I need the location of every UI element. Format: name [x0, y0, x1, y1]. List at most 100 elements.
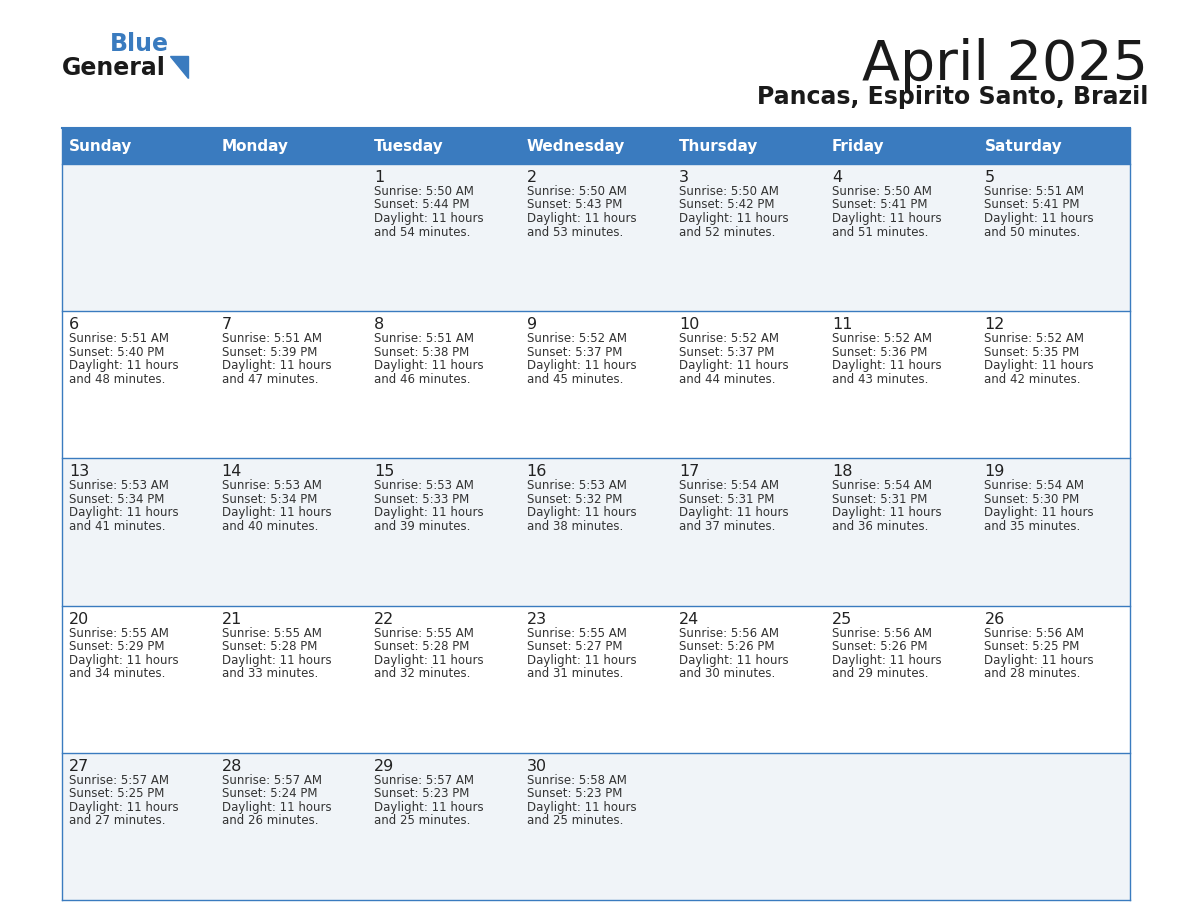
Text: 15: 15 — [374, 465, 394, 479]
Bar — [367, 128, 519, 164]
Text: and 54 minutes.: and 54 minutes. — [374, 226, 470, 239]
Text: Daylight: 11 hours: Daylight: 11 hours — [832, 654, 941, 666]
Text: 30: 30 — [526, 759, 546, 774]
Text: Sunrise: 5:50 AM: Sunrise: 5:50 AM — [526, 185, 626, 198]
Text: and 35 minutes.: and 35 minutes. — [985, 520, 1081, 533]
Text: Monday: Monday — [222, 139, 289, 153]
Text: and 29 minutes.: and 29 minutes. — [832, 667, 928, 680]
Text: 22: 22 — [374, 611, 394, 627]
Text: Daylight: 11 hours: Daylight: 11 hours — [222, 800, 331, 813]
Text: Wednesday: Wednesday — [526, 139, 625, 153]
Text: and 33 minutes.: and 33 minutes. — [222, 667, 318, 680]
Text: 24: 24 — [680, 611, 700, 627]
Text: and 52 minutes.: and 52 minutes. — [680, 226, 776, 239]
Bar — [62, 753, 215, 900]
Text: Sunrise: 5:57 AM: Sunrise: 5:57 AM — [374, 774, 474, 787]
Bar — [215, 753, 367, 900]
Text: 13: 13 — [69, 465, 89, 479]
Text: Sunset: 5:30 PM: Sunset: 5:30 PM — [985, 493, 1080, 506]
Bar — [367, 606, 519, 753]
Text: Sunset: 5:35 PM: Sunset: 5:35 PM — [985, 346, 1080, 359]
Bar — [62, 606, 215, 753]
Text: Sunset: 5:23 PM: Sunset: 5:23 PM — [526, 788, 623, 800]
Text: Sunrise: 5:54 AM: Sunrise: 5:54 AM — [680, 479, 779, 492]
Text: Sunset: 5:40 PM: Sunset: 5:40 PM — [69, 346, 164, 359]
Text: and 26 minutes.: and 26 minutes. — [222, 814, 318, 827]
Text: 12: 12 — [985, 318, 1005, 332]
Text: April 2025: April 2025 — [862, 38, 1148, 92]
Text: Sunrise: 5:56 AM: Sunrise: 5:56 AM — [985, 627, 1085, 640]
Bar — [978, 128, 1130, 164]
Bar — [824, 164, 978, 311]
Bar — [215, 458, 367, 606]
Text: Sunset: 5:37 PM: Sunset: 5:37 PM — [680, 346, 775, 359]
Text: Sunrise: 5:52 AM: Sunrise: 5:52 AM — [985, 332, 1085, 345]
Text: General: General — [62, 56, 166, 80]
Text: Sunset: 5:25 PM: Sunset: 5:25 PM — [69, 788, 164, 800]
Bar — [62, 311, 215, 458]
Bar — [672, 753, 824, 900]
Text: Sunset: 5:31 PM: Sunset: 5:31 PM — [832, 493, 927, 506]
Bar — [367, 164, 519, 311]
Text: Sunset: 5:34 PM: Sunset: 5:34 PM — [222, 493, 317, 506]
Text: Sunset: 5:37 PM: Sunset: 5:37 PM — [526, 346, 623, 359]
Text: Sunrise: 5:52 AM: Sunrise: 5:52 AM — [680, 332, 779, 345]
Text: and 43 minutes.: and 43 minutes. — [832, 373, 928, 386]
Bar — [672, 164, 824, 311]
Text: Daylight: 11 hours: Daylight: 11 hours — [985, 212, 1094, 225]
Text: Sunrise: 5:52 AM: Sunrise: 5:52 AM — [526, 332, 627, 345]
Text: Daylight: 11 hours: Daylight: 11 hours — [69, 654, 178, 666]
Text: Daylight: 11 hours: Daylight: 11 hours — [69, 359, 178, 372]
Text: Sunset: 5:32 PM: Sunset: 5:32 PM — [526, 493, 623, 506]
Text: Sunrise: 5:55 AM: Sunrise: 5:55 AM — [374, 627, 474, 640]
Text: Friday: Friday — [832, 139, 885, 153]
Polygon shape — [170, 56, 188, 78]
Bar — [215, 128, 367, 164]
Text: 3: 3 — [680, 170, 689, 185]
Text: Sunset: 5:31 PM: Sunset: 5:31 PM — [680, 493, 775, 506]
Bar — [824, 458, 978, 606]
Text: Sunset: 5:25 PM: Sunset: 5:25 PM — [985, 640, 1080, 653]
Text: Sunrise: 5:53 AM: Sunrise: 5:53 AM — [526, 479, 626, 492]
Text: 16: 16 — [526, 465, 548, 479]
Text: Daylight: 11 hours: Daylight: 11 hours — [222, 359, 331, 372]
Text: Sunrise: 5:56 AM: Sunrise: 5:56 AM — [832, 627, 931, 640]
Text: Daylight: 11 hours: Daylight: 11 hours — [832, 359, 941, 372]
Text: 8: 8 — [374, 318, 385, 332]
Bar — [519, 753, 672, 900]
Text: 4: 4 — [832, 170, 842, 185]
Text: Sunset: 5:41 PM: Sunset: 5:41 PM — [985, 198, 1080, 211]
Text: and 51 minutes.: and 51 minutes. — [832, 226, 928, 239]
Text: and 25 minutes.: and 25 minutes. — [526, 814, 623, 827]
Text: Sunday: Sunday — [69, 139, 132, 153]
Text: Daylight: 11 hours: Daylight: 11 hours — [680, 507, 789, 520]
Text: and 42 minutes.: and 42 minutes. — [985, 373, 1081, 386]
Text: 28: 28 — [222, 759, 242, 774]
Text: Daylight: 11 hours: Daylight: 11 hours — [374, 212, 484, 225]
Bar — [519, 311, 672, 458]
Text: Daylight: 11 hours: Daylight: 11 hours — [832, 507, 941, 520]
Text: Sunrise: 5:53 AM: Sunrise: 5:53 AM — [374, 479, 474, 492]
Text: Sunset: 5:41 PM: Sunset: 5:41 PM — [832, 198, 928, 211]
Bar — [62, 458, 215, 606]
Text: Sunset: 5:26 PM: Sunset: 5:26 PM — [680, 640, 775, 653]
Bar — [824, 606, 978, 753]
Bar — [978, 164, 1130, 311]
Text: 1: 1 — [374, 170, 385, 185]
Bar — [519, 164, 672, 311]
Text: Sunrise: 5:50 AM: Sunrise: 5:50 AM — [374, 185, 474, 198]
Text: Sunset: 5:36 PM: Sunset: 5:36 PM — [832, 346, 927, 359]
Bar — [519, 606, 672, 753]
Text: Daylight: 11 hours: Daylight: 11 hours — [526, 800, 637, 813]
Text: Daylight: 11 hours: Daylight: 11 hours — [526, 507, 637, 520]
Text: Sunrise: 5:53 AM: Sunrise: 5:53 AM — [69, 479, 169, 492]
Text: and 32 minutes.: and 32 minutes. — [374, 667, 470, 680]
Text: 10: 10 — [680, 318, 700, 332]
Text: Sunset: 5:29 PM: Sunset: 5:29 PM — [69, 640, 164, 653]
Text: 19: 19 — [985, 465, 1005, 479]
Text: 17: 17 — [680, 465, 700, 479]
Text: 7: 7 — [222, 318, 232, 332]
Text: and 38 minutes.: and 38 minutes. — [526, 520, 623, 533]
Bar — [672, 606, 824, 753]
Text: Sunrise: 5:51 AM: Sunrise: 5:51 AM — [222, 332, 322, 345]
